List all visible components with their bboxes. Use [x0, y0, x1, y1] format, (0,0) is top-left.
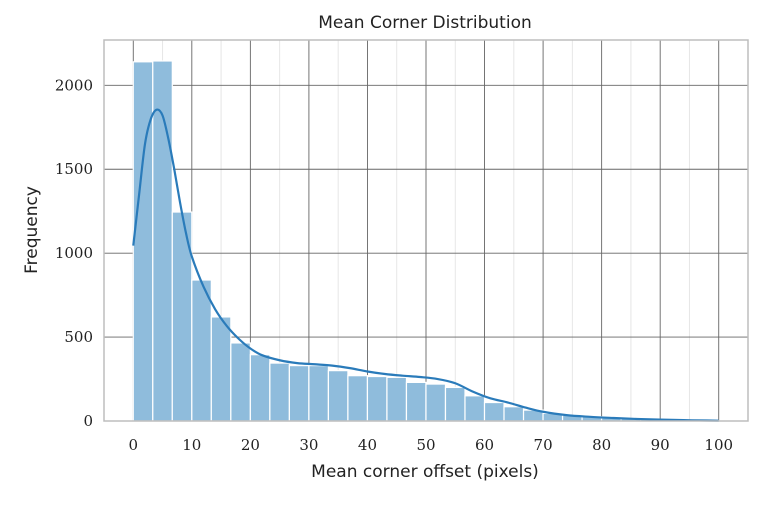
- x-tick-label: 70: [534, 436, 553, 454]
- y-tick-label: 2000: [55, 76, 93, 94]
- histogram-bar: [327, 370, 349, 422]
- y-tick-label: 0: [83, 412, 93, 430]
- histogram-bar: [347, 375, 369, 422]
- x-tick-label: 60: [475, 436, 494, 454]
- y-axis-label: Frequency: [22, 186, 42, 274]
- histogram-bar: [366, 375, 388, 422]
- x-tick-label: 100: [704, 436, 733, 454]
- x-tick-label: 20: [241, 436, 260, 454]
- histogram-bar: [191, 279, 212, 422]
- chart-title: Mean Corner Distribution: [318, 13, 532, 33]
- histogram-bar: [483, 401, 505, 422]
- histogram-bar: [132, 61, 154, 422]
- kde-curve: [132, 108, 719, 422]
- y-tick-label: 1000: [55, 244, 93, 262]
- histogram-bar: [386, 376, 408, 422]
- y-tick-label: 1500: [55, 160, 93, 178]
- histogram-bar: [425, 383, 447, 422]
- histogram-bar: [405, 381, 427, 422]
- x-tick-label: 40: [358, 436, 377, 454]
- y-tick-label: 500: [64, 328, 93, 346]
- x-tick-label: 50: [416, 436, 435, 454]
- histogram-bar: [308, 365, 330, 422]
- histogram-bar: [210, 316, 232, 422]
- x-tick-label: 30: [299, 436, 318, 454]
- x-axis-label: Mean corner offset (pixels): [311, 462, 539, 482]
- histogram-bar: [444, 386, 466, 422]
- x-tick-label: 10: [182, 436, 201, 454]
- histogram-bars: [132, 60, 720, 422]
- x-tick-label: 90: [651, 436, 670, 454]
- x-tick-label: 80: [592, 436, 611, 454]
- histogram-bar: [269, 362, 290, 422]
- histogram-bar: [249, 354, 271, 422]
- kde-line: [132, 108, 719, 422]
- plot-frame: [103, 39, 749, 422]
- histogram-bar: [230, 342, 251, 422]
- y-tick-labels: 0 500 1000 1500 2000: [55, 76, 93, 430]
- histogram-bar: [288, 365, 310, 422]
- histogram-bar: [464, 395, 486, 422]
- histogram-bar: [503, 406, 525, 422]
- x-tick-labels: 0 10 20 30 40 50 60 70 80 90 100: [128, 436, 733, 454]
- x-tick-label: 0: [128, 436, 138, 454]
